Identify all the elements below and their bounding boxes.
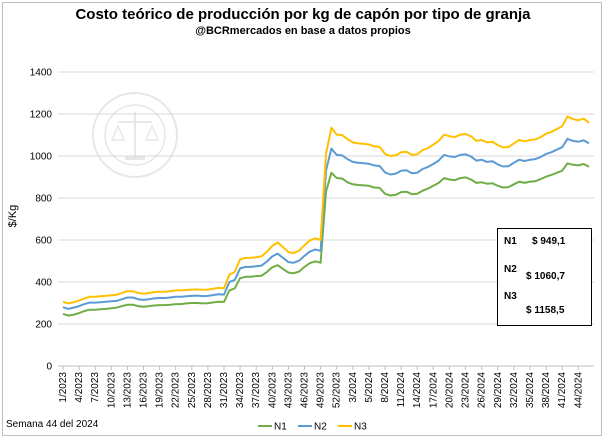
x-tick-label: 32/2024 [509,372,520,409]
x-tick-label: 40/2023 [267,372,278,409]
x-tick-label: 20/2024 [444,372,455,409]
value-box-label-n3: N3 [504,291,517,302]
x-tick-label: 44/2024 [573,372,584,409]
x-tick-label: 41/2024 [557,372,568,409]
value-box-value-n2: $ 1060,7 [526,271,565,282]
y-tick-label: 400 [35,278,52,289]
legend-label-n1: N1 [274,422,287,433]
series-line-n3 [62,115,590,305]
x-tick-label: 26/2024 [477,372,488,409]
series-line-n2 [62,137,590,310]
x-tick-label: 46/2023 [300,372,311,409]
x-tick-label: 1/2023 [58,372,69,403]
x-tick-label: 14/2024 [412,372,423,409]
y-tick-label: 800 [35,194,52,205]
footnote: Semana 44 del 2024 [6,419,99,430]
x-tick-label: 29/2024 [493,372,504,409]
x-tick-label: 16/2023 [139,372,150,409]
value-box-label-n2: N2 [504,264,517,275]
y-tick-label: 1000 [30,152,53,163]
value-box-value-n3: $ 1158,5 [526,305,565,316]
x-tick-label: 35/2024 [525,372,536,409]
chart-title: Costo teórico de producción por kg de ca… [75,6,531,23]
y-tick-label: 1400 [30,68,53,79]
x-tick-label: 25/2023 [187,372,198,409]
x-tick-label: 37/2023 [251,372,262,409]
watermark-seal [92,92,178,178]
x-tick-label: 43/2023 [283,372,294,409]
x-tick-label: 38/2024 [541,372,552,409]
x-tick-label: 4/2023 [74,372,85,403]
chart-frame [2,2,602,436]
legend-label-n3: N3 [354,422,367,433]
y-tick-label: 0 [46,362,52,373]
y-tick-label: 600 [35,236,52,247]
y-tick-label: 1200 [30,110,53,121]
x-tick-label: 7/2023 [90,372,101,403]
x-tick-label: 23/2024 [461,372,472,409]
chart-subtitle: @BCRmercados en base a datos propios [195,25,411,37]
latest-values-box: N1 $ 949,1 N2 $ 1060,7 N3 $ 1158,5 [497,228,592,326]
x-tick-label: 19/2023 [155,372,166,409]
x-tick-label: 49/2023 [316,372,327,409]
x-tick-label: 22/2023 [171,372,182,409]
x-tick-label: 8/2024 [380,372,391,403]
series-line-n1 [62,162,590,317]
y-tick-label: 200 [35,320,52,331]
x-tick-label: 17/2024 [428,372,439,409]
value-box-value-n1: $ 949,1 [532,236,566,247]
x-tick-label: 28/2023 [203,372,214,409]
x-tick-label: 10/2023 [106,372,117,409]
value-box-label-n1: N1 [504,236,517,247]
x-tick-label: 5/2024 [364,372,375,403]
x-tick-label: 34/2023 [235,372,246,409]
x-tick-label: 11/2024 [396,372,407,408]
x-tick-label: 13/2023 [122,372,133,409]
legend-label-n2: N2 [314,422,327,433]
x-tick-label: 3/2024 [348,372,359,403]
x-tick-label: 31/2023 [219,372,230,409]
x-tick-label: 52/2023 [332,372,343,409]
